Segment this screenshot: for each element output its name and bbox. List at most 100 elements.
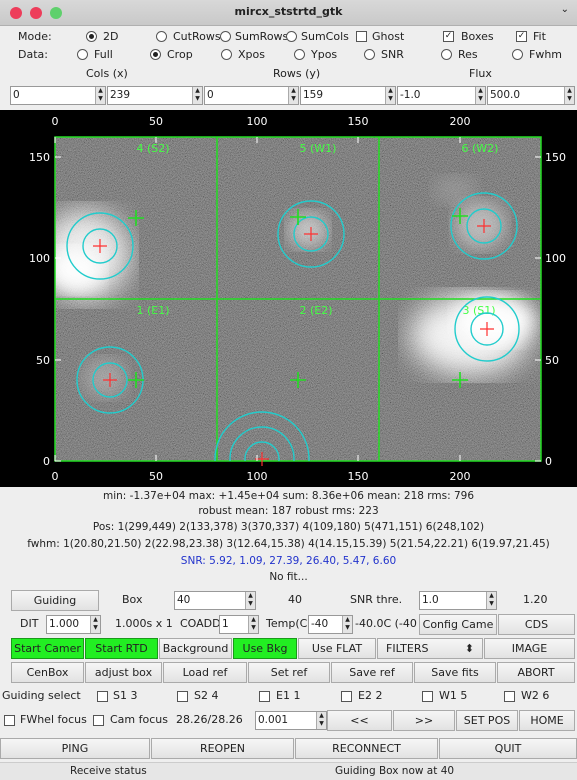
- snr-readout: 1.20: [523, 593, 548, 606]
- spin-arrows-icon[interactable]: ▲ ▼: [486, 592, 496, 609]
- guide-s2-checkbox[interactable]: [177, 691, 188, 702]
- spin-arrows-icon[interactable]: ▲ ▼: [342, 616, 352, 633]
- spin-arrows-icon[interactable]: ▲ ▼: [288, 87, 298, 104]
- flux-min-spin[interactable]: -1.0 ▲ ▼: [397, 86, 486, 105]
- mode-sumcols-radio[interactable]: [286, 31, 297, 42]
- cam-focus-label: Cam focus: [110, 713, 168, 726]
- close-window-button[interactable]: [10, 7, 22, 19]
- data-xpos-radio[interactable]: [221, 49, 232, 60]
- coadd-spin[interactable]: 1 ▲ ▼: [219, 615, 259, 634]
- home-button[interactable]: HOME: [519, 710, 575, 731]
- flux-max-spin[interactable]: 500.0 ▲ ▼: [487, 86, 575, 105]
- guide-w1-label: W1 5: [439, 689, 468, 702]
- spin-arrows-icon[interactable]: ▲ ▼: [385, 87, 395, 104]
- mode-2d-radio[interactable]: [86, 31, 97, 42]
- start-rtd-button[interactable]: Start RTD: [85, 638, 158, 659]
- dit-spin[interactable]: 1.000 ▲ ▼: [46, 615, 101, 634]
- spin-arrows-icon[interactable]: ▲ ▼: [245, 592, 255, 609]
- use-flat-button[interactable]: Use FLAT: [298, 638, 376, 659]
- mode-row: Mode: 2D CutRows SumRows SumCols Ghost ✓…: [0, 29, 577, 45]
- ghost-checkbox[interactable]: [356, 31, 367, 42]
- rows-min-spin[interactable]: 0 ▲ ▼: [204, 86, 299, 105]
- cenbox-button[interactable]: CenBox: [11, 662, 84, 683]
- snr-threshold-label: SNR thre.: [350, 593, 403, 606]
- guiding-button[interactable]: Guiding: [11, 590, 99, 611]
- spin-arrows-icon[interactable]: ▲ ▼: [95, 87, 105, 104]
- boxes-checkbox[interactable]: ✓: [443, 31, 454, 42]
- spin-arrows-icon[interactable]: ▲ ▼: [316, 712, 326, 729]
- focus-next-button[interactable]: >>: [393, 710, 455, 731]
- filters-select[interactable]: FILTERS ⬍: [377, 638, 483, 659]
- cols-max-spin[interactable]: 239 ▲ ▼: [107, 86, 203, 105]
- cols-min-spin[interactable]: 0 ▲ ▼: [10, 86, 106, 105]
- maximize-window-button[interactable]: [50, 7, 62, 19]
- data-ypos-label: Ypos: [311, 48, 338, 61]
- image-plot-svg: 4 (S2) 5 (W1) 6 (W2) 1 (E1) 2 (E2) 3 (S1…: [29, 115, 566, 483]
- box-readout: 40: [288, 593, 302, 606]
- quit-button[interactable]: QUIT: [439, 738, 577, 759]
- data-snr-radio[interactable]: [364, 49, 375, 60]
- start-camera-button[interactable]: Start Camer: [11, 638, 84, 659]
- box-size-value: 40: [177, 594, 191, 606]
- set-ref-button[interactable]: Set ref: [248, 662, 330, 683]
- data-ypos-radio[interactable]: [294, 49, 305, 60]
- spin-arrows-icon[interactable]: ▲ ▼: [192, 87, 202, 104]
- mode-sumrows-radio[interactable]: [220, 31, 231, 42]
- guide-s1-checkbox[interactable]: [97, 691, 108, 702]
- spin-arrows-icon[interactable]: ▲ ▼: [564, 87, 574, 104]
- background-button[interactable]: Background: [159, 638, 232, 659]
- rows-label: Rows (y): [273, 67, 321, 80]
- mode-sumcols-label: SumCols: [301, 30, 349, 43]
- x-tick-top-100: 100: [247, 115, 268, 128]
- spin-arrows-icon[interactable]: ▲ ▼: [90, 616, 100, 633]
- reopen-button[interactable]: REOPEN: [151, 738, 294, 759]
- cds-button[interactable]: CDS: [498, 614, 575, 635]
- temp-spin[interactable]: -40 ▲ ▼: [308, 615, 353, 634]
- set-pos-button[interactable]: SET POS: [456, 710, 518, 731]
- dit-value: 1.000: [49, 618, 80, 630]
- adjust-box-button[interactable]: adjust box: [85, 662, 162, 683]
- data-crop-radio[interactable]: [150, 49, 161, 60]
- save-ref-button[interactable]: Save ref: [331, 662, 413, 683]
- guide-w1-checkbox[interactable]: [422, 691, 433, 702]
- config-camera-button[interactable]: Config Came: [419, 614, 497, 635]
- centroid-markers: [93, 219, 494, 466]
- data-crop-label: Crop: [167, 48, 193, 61]
- reconnect-button[interactable]: RECONNECT: [295, 738, 438, 759]
- guide-e1-checkbox[interactable]: [259, 691, 270, 702]
- status-bar: Receive status Guiding Box now at 40: [0, 762, 577, 780]
- image-button[interactable]: IMAGE: [484, 638, 575, 659]
- focus-prev-button[interactable]: <<: [327, 710, 392, 731]
- guide-e2-checkbox[interactable]: [341, 691, 352, 702]
- spin-arrows-icon[interactable]: ▲ ▼: [475, 87, 485, 104]
- cam-focus-checkbox[interactable]: [93, 715, 104, 726]
- abort-button[interactable]: ABORT: [497, 662, 575, 683]
- guide-w2-label: W2 6: [521, 689, 550, 702]
- temp-value: -40: [311, 618, 329, 630]
- minimize-window-button[interactable]: [30, 7, 42, 19]
- mode-cutrows-radio[interactable]: [156, 31, 167, 42]
- ping-button[interactable]: PING: [0, 738, 150, 759]
- data-row: Data: Full Crop Xpos Ypos SNR Res Fwhm: [0, 47, 577, 63]
- flux-max-value: 500.0: [490, 89, 521, 101]
- box-size-spin[interactable]: 40 ▲ ▼: [174, 591, 256, 610]
- save-fits-button[interactable]: Save fits: [414, 662, 496, 683]
- load-ref-button[interactable]: Load ref: [163, 662, 247, 683]
- spin-arrows-icon[interactable]: ▲ ▼: [248, 616, 258, 633]
- rows-max-spin[interactable]: 159 ▲ ▼: [300, 86, 396, 105]
- fwhm-line: fwhm: 1(20.80,21.50) 2(22.98,23.38) 3(12…: [27, 538, 550, 550]
- snr-threshold-spin[interactable]: 1.0 ▲ ▼: [419, 591, 497, 610]
- data-fwhm-radio[interactable]: [512, 49, 523, 60]
- focus-step-spin[interactable]: 0.001 ▲ ▼: [255, 711, 327, 730]
- data-full-radio[interactable]: [77, 49, 88, 60]
- fit-status: No fit...: [269, 571, 308, 583]
- image-display[interactable]: 4 (S2) 5 (W1) 6 (W2) 1 (E1) 2 (E2) 3 (S1…: [0, 110, 577, 487]
- data-res-radio[interactable]: [441, 49, 452, 60]
- box-label-2: 2 (E2): [299, 304, 332, 317]
- use-bkg-button[interactable]: Use Bkg: [233, 638, 297, 659]
- guide-w2-checkbox[interactable]: [504, 691, 515, 702]
- fwhel-focus-checkbox[interactable]: [4, 715, 15, 726]
- window-menu-icon[interactable]: ⌄: [560, 4, 569, 15]
- mode-sumrows-label: SumRows: [235, 30, 289, 43]
- fit-checkbox[interactable]: ✓: [516, 31, 527, 42]
